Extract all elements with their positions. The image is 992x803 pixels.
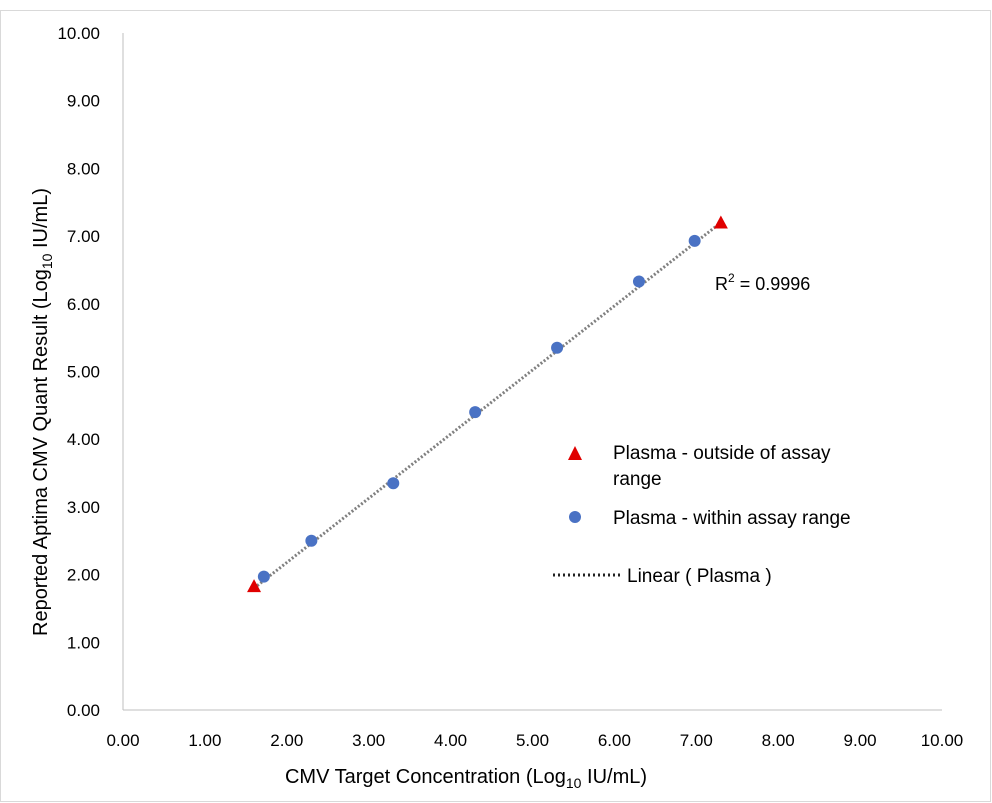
x-tick-label: 2.00 bbox=[270, 731, 303, 750]
y-tick-label: 6.00 bbox=[67, 295, 100, 314]
legend-triangle-icon bbox=[568, 446, 582, 460]
axes bbox=[122, 33, 942, 711]
x-tick-label: 9.00 bbox=[844, 731, 877, 750]
x-tick-label: 0.00 bbox=[106, 731, 139, 750]
r-squared-value: = 0.9996 bbox=[735, 274, 811, 294]
data-point-within-range bbox=[387, 477, 400, 490]
y-axis-title-main: Reported Aptima CMV Quant Result (Log bbox=[30, 269, 52, 636]
y-tick-label: 10.00 bbox=[57, 24, 100, 43]
x-axis-title-main: CMV Target Concentration (Log bbox=[285, 766, 566, 788]
y-tick-label: 4.00 bbox=[67, 430, 100, 449]
x-tick-label: 6.00 bbox=[598, 731, 631, 750]
y-axis-title: Reported Aptima CMV Quant Result (Log10 … bbox=[30, 188, 55, 636]
y-axis-title-tail: IU/mL) bbox=[30, 188, 52, 254]
data-point-within-range bbox=[551, 341, 564, 354]
legend-label-outside-line-1: Plasma - outside of assay bbox=[613, 443, 831, 464]
x-tick-label: 3.00 bbox=[352, 731, 385, 750]
data-points bbox=[247, 215, 728, 593]
trendline-layer bbox=[253, 221, 722, 590]
x-tick-label: 8.00 bbox=[762, 731, 795, 750]
x-axis-title-sub: 10 bbox=[566, 775, 582, 791]
x-tick-label: 4.00 bbox=[434, 731, 467, 750]
x-axis-title-tail: IU/mL) bbox=[581, 766, 647, 788]
y-tick-label: 8.00 bbox=[67, 159, 100, 178]
legend: Plasma - outside of assay range Plasma - … bbox=[553, 443, 851, 587]
y-tick-label: 1.00 bbox=[67, 633, 100, 652]
data-point-within-range bbox=[469, 406, 482, 419]
linear-trendline bbox=[253, 221, 722, 590]
x-axis-title: CMV Target Concentration (Log10 IU/mL) bbox=[285, 766, 647, 791]
x-tick-label: 7.00 bbox=[680, 731, 713, 750]
legend-circle-icon bbox=[569, 511, 581, 523]
r-squared-sup: 2 bbox=[728, 271, 735, 285]
y-tick-label: 7.00 bbox=[67, 227, 100, 246]
tick-labels: 0.00 1.00 2.00 3.00 4.00 5.00 6.00 7.00 8.00 9.00… bbox=[57, 24, 963, 750]
y-tick-label: 9.00 bbox=[67, 92, 100, 111]
y-tick-label: 2.00 bbox=[67, 566, 100, 585]
r-squared-annotation: R2 = 0.9996 bbox=[715, 271, 810, 294]
legend-label-outside-range: Plasma - outside of assay range bbox=[613, 443, 831, 490]
legend-label-within-range: Plasma - within assay range bbox=[613, 508, 851, 529]
x-tick-label: 5.00 bbox=[516, 731, 549, 750]
y-tick-label: 3.00 bbox=[67, 498, 100, 517]
data-point-within-range bbox=[688, 234, 701, 247]
data-point-within-range bbox=[632, 275, 645, 288]
data-point-outside-range bbox=[247, 579, 262, 593]
chart-frame bbox=[0, 10, 991, 802]
y-tick-label: 5.00 bbox=[67, 363, 100, 382]
x-tick-label: 1.00 bbox=[188, 731, 221, 750]
data-point-within-range bbox=[257, 570, 270, 583]
y-tick-label: 0.00 bbox=[67, 701, 100, 720]
legend-label-linear: Linear ( Plasma ) bbox=[627, 566, 772, 587]
x-tick-label: 10.00 bbox=[921, 731, 964, 750]
y-axis-title-sub: 10 bbox=[39, 253, 55, 269]
data-point-within-range bbox=[305, 534, 318, 547]
legend-label-outside-line-2: range bbox=[613, 469, 662, 490]
data-point-outside-range bbox=[713, 215, 728, 229]
r-squared-label: R bbox=[715, 274, 728, 294]
